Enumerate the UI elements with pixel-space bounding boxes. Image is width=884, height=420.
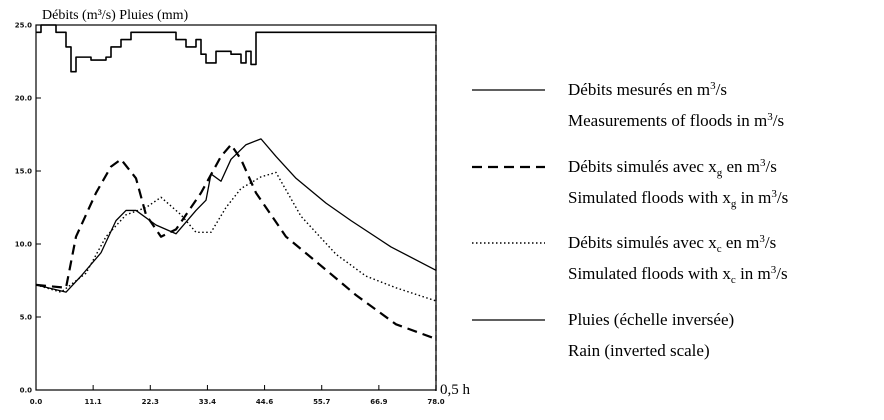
x-tick-label: 22.3 [142, 398, 159, 406]
y-tick-label: 15.0 [15, 168, 32, 176]
series-line-1 [35, 138, 437, 293]
time-marker-label: 0,5 h [440, 382, 471, 398]
x-tick-label: 0.0 [30, 398, 43, 406]
series-line-4 [36, 24, 436, 73]
legend-label: Débits simulés avec xg en m3/s [568, 157, 777, 179]
y-tick-label: 25.0 [15, 22, 32, 30]
series-line-2 [35, 143, 437, 340]
x-tick-label: 78.0 [427, 398, 444, 406]
x-tick-label: 44.6 [256, 398, 273, 406]
x-axis: 0.0 11.1 22.3 33.4 44.6 55.7 66.9 78.0 [30, 385, 445, 406]
plot-frame [35, 24, 437, 391]
y-tick-label: 5.0 [20, 314, 33, 322]
legend-label: Simulated floods with xg in m3/s [568, 188, 788, 210]
y-axis: 0.0 5.0 10.0 15.0 20.0 25.0 [15, 22, 41, 395]
x-tick-label: 11.1 [85, 398, 102, 406]
legend: Débits mesurés en m3/s Measurements of fl… [472, 80, 788, 360]
legend-label: Pluies (échelle inversée) [568, 310, 734, 329]
y-axis-title: Débits (m³/s) Pluies (mm) [42, 8, 188, 23]
x-tick-label: 66.9 [370, 398, 387, 406]
x-tick-label: 55.7 [313, 398, 330, 406]
legend-label: Rain (inverted scale) [568, 341, 710, 360]
legend-label: Measurements of floods in m3/s [568, 111, 784, 130]
legend-label: Simulated floods with xc in m3/s [568, 264, 788, 286]
legend-label: Débits simulés avec xc en m3/s [568, 233, 776, 255]
y-tick-label: 0.0 [20, 387, 33, 395]
series-line-3 [35, 171, 437, 302]
x-tick-label: 33.4 [199, 398, 216, 406]
y-tick-label: 20.0 [15, 95, 32, 103]
legend-label: Débits mesurés en m3/s [568, 80, 727, 99]
series-layer [35, 24, 437, 340]
y-tick-label: 10.0 [15, 241, 32, 249]
